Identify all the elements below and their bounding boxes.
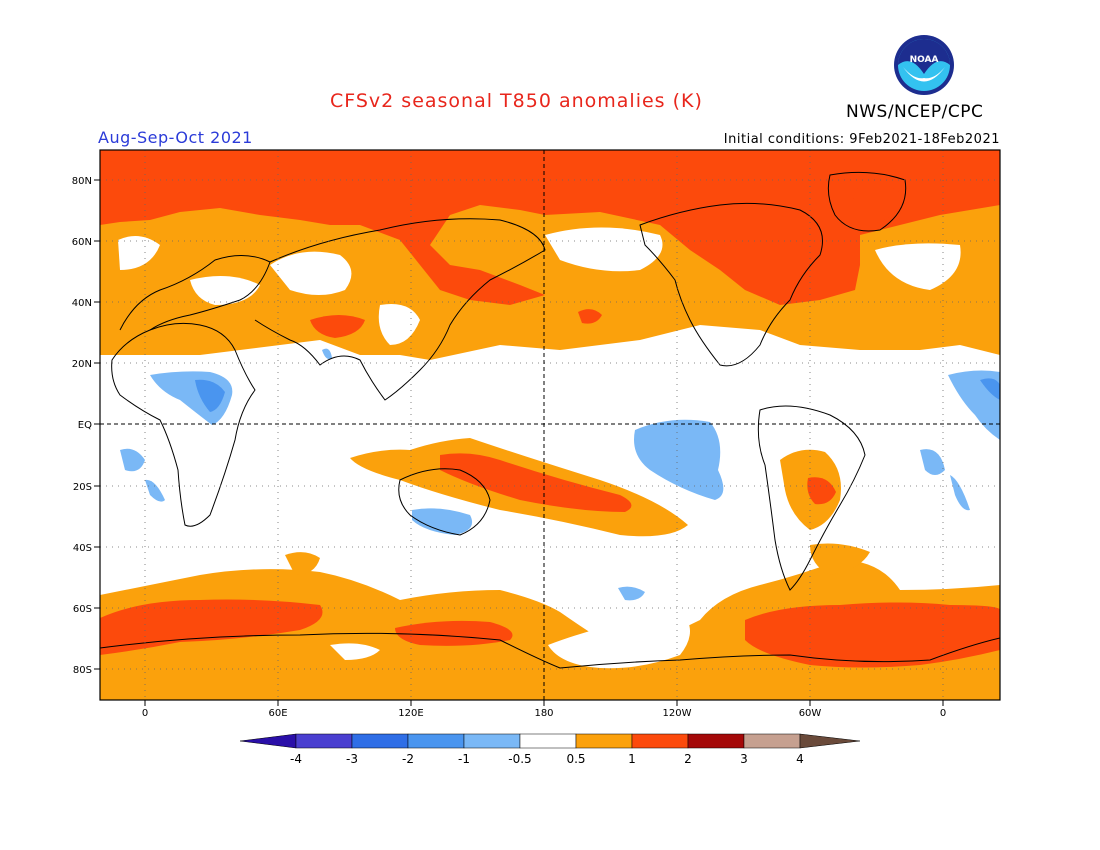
lon-label: 120W xyxy=(663,708,692,719)
colorbar-label: 3 xyxy=(740,752,748,766)
colorbar-swatch-pos4 xyxy=(799,733,861,749)
anomaly-region-arabian-sea-cool xyxy=(322,348,332,359)
season-label: Aug-Sep-Oct 2021 xyxy=(98,128,253,147)
lon-label: 60W xyxy=(799,708,822,719)
colorbar-swatch-neg1 xyxy=(407,733,465,749)
anomaly-region-greenland-hot xyxy=(852,184,905,225)
anomaly-region-europe-neutral xyxy=(190,276,260,305)
lon-label: 180 xyxy=(534,708,553,719)
anomaly-region-e-antarctica-neutral xyxy=(330,643,380,660)
anomaly-region-arabia-neutral xyxy=(378,304,420,345)
lat-label: EQ xyxy=(78,420,92,431)
lon-ticks xyxy=(144,700,944,706)
lat-label: 80N xyxy=(72,176,92,187)
colorbar-label: -1 xyxy=(458,752,470,766)
anomaly-region-southern-warm xyxy=(100,560,1000,700)
reference-lines xyxy=(100,150,1000,700)
lat-labels: 80N 60N 40N 20N EQ 20S 40S 60S 80S xyxy=(72,176,92,676)
logo-text: NOAA xyxy=(910,55,939,65)
anomaly-region-s-america-hot xyxy=(807,477,836,505)
lon-label: 120E xyxy=(398,708,423,719)
anomaly-region-sw-pacific-hot xyxy=(440,453,632,512)
colorbar-swatch-pos2 xyxy=(687,733,745,749)
coastline-south-america xyxy=(757,405,866,591)
lat-label: 40S xyxy=(73,543,92,554)
anomaly-region-tibet-hot xyxy=(310,315,365,338)
anomaly-region-arctic-hot xyxy=(100,150,1000,305)
anomaly-region-se-atlantic-cool xyxy=(120,448,145,472)
lat-label: 20S xyxy=(73,482,92,493)
coastline-greenland xyxy=(827,171,907,232)
colorbar-swatch-pos1 xyxy=(631,733,689,749)
coastline-africa xyxy=(111,322,256,527)
colorbar-swatch-pos05 xyxy=(575,733,633,749)
anomaly-region-southern-ocean-hot xyxy=(100,599,323,655)
coastlines xyxy=(100,171,1000,669)
anomaly-region-s-pacific-cool xyxy=(618,586,645,601)
colorbar-swatch-neg2 xyxy=(351,733,409,749)
anomaly-region-sw-atlantic-cool xyxy=(920,449,945,475)
lat-label: 20N xyxy=(72,359,92,370)
graticule xyxy=(100,150,1000,700)
colorbar-label: -4 xyxy=(290,752,302,766)
anomaly-field xyxy=(100,150,1000,700)
lon-label: 60E xyxy=(268,708,287,719)
anomaly-region-siberia-neutral xyxy=(545,227,663,272)
colorbar-label: 1 xyxy=(628,752,636,766)
colorbar-swatch-neg05 xyxy=(463,733,521,749)
anomaly-region-s-atlantic-east-cool xyxy=(950,475,970,511)
lat-label: 60N xyxy=(72,237,92,248)
colorbar-label: -3 xyxy=(346,752,358,766)
colorbar-label: -2 xyxy=(402,752,414,766)
colorbar: -4 -3 -2 -1 -0.5 0.5 1 2 3 4 xyxy=(239,733,861,766)
anomaly-region-w-atlantic-cold xyxy=(980,378,1000,400)
anomaly-region-ne-pacific-hot xyxy=(578,309,602,324)
anomaly-region-n-eurasia-neutral xyxy=(270,251,352,295)
anomaly-region-weddell-hot xyxy=(745,602,1000,668)
coastline-asia xyxy=(254,218,546,401)
anomaly-region-s-indian-warm xyxy=(285,552,320,575)
lat-label: 80S xyxy=(73,665,92,676)
colorbar-swatch-pos3 xyxy=(743,733,801,749)
lon-label: 0 xyxy=(142,708,148,719)
coastline-north-america xyxy=(639,202,823,367)
anomaly-region-alaska-neutral xyxy=(118,236,160,270)
colorbar-swatch-neg4 xyxy=(239,733,297,749)
coastline-antarctica xyxy=(100,632,1000,669)
lon-label: 0 xyxy=(940,708,946,719)
colorbar-label: 4 xyxy=(796,752,804,766)
map-frame xyxy=(99,149,1001,701)
colorbar-label: -0.5 xyxy=(508,752,531,766)
anomaly-region-e-pacific-cool xyxy=(634,419,724,500)
lat-label: 40N xyxy=(72,298,92,309)
colorbar-label: 0.5 xyxy=(566,752,585,766)
lon-labels: 0 60E 120E 180 120W 60W 0 xyxy=(142,708,946,719)
lat-ticks xyxy=(94,179,100,670)
coastline-australia xyxy=(398,468,491,536)
colorbar-label: 2 xyxy=(684,752,692,766)
noaa-logo: NOAA xyxy=(893,34,955,96)
lat-label: 60S xyxy=(73,604,92,615)
anomaly-region-australia-cool xyxy=(412,508,473,535)
anomaly-region-n-atlantic-neutral xyxy=(875,243,961,290)
anomaly-region-e-antarctica-hot xyxy=(395,620,513,646)
anomaly-region-ross-sea-neutral xyxy=(548,610,690,669)
map-title: CFSv2 seasonal T850 anomalies (K) xyxy=(330,90,703,112)
anomaly-region-s-atlantic-cool xyxy=(145,479,165,502)
colorbar-swatch-neg3 xyxy=(295,733,353,749)
initial-conditions: Initial conditions: 9Feb2021-18Feb2021 xyxy=(723,132,1000,147)
agency-label: NWS/NCEP/CPC xyxy=(846,102,984,122)
colorbar-swatch-neutral xyxy=(519,733,577,749)
anomaly-region-sahel-cold xyxy=(195,379,225,412)
anomaly-region-s-atlantic-warm xyxy=(810,543,870,575)
